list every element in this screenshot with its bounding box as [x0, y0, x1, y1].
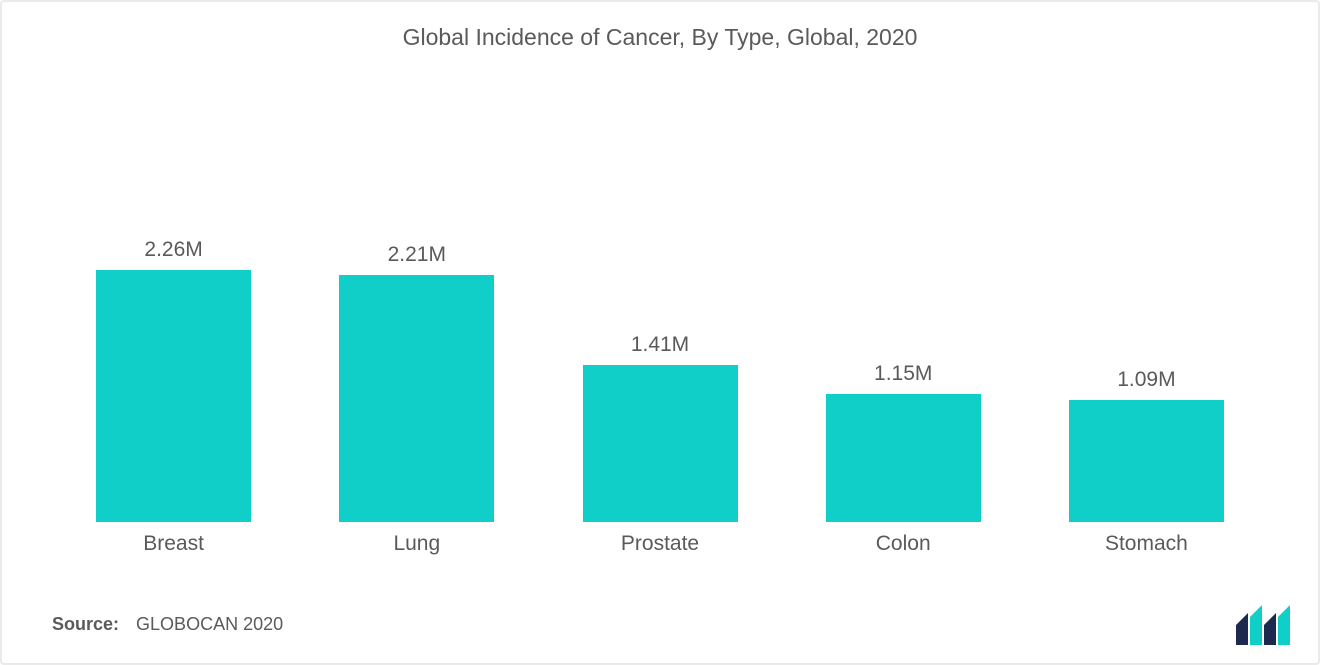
bar-value: 1.41M — [631, 333, 689, 357]
bar-slot-lung: 2.21M Lung — [295, 122, 538, 522]
source-line: Source: GLOBOCAN 2020 — [52, 614, 283, 635]
bar-value: 2.26M — [144, 238, 202, 262]
logo-stripes-icon — [1236, 605, 1290, 645]
source-label: Source: — [52, 614, 119, 634]
bar-slot-colon: 1.15M Colon — [782, 122, 1025, 522]
bar-value: 2.21M — [388, 243, 446, 267]
source-text: GLOBOCAN 2020 — [136, 614, 283, 634]
chart-title: Global Incidence of Cancer, By Type, Glo… — [2, 24, 1318, 51]
plot-area: 2.26M Breast 2.21M Lung 1.41M Prostate 1… — [52, 122, 1268, 522]
bar-rect — [96, 270, 251, 522]
brand-logo — [1236, 605, 1298, 645]
bar-rect — [826, 394, 981, 522]
bar-rect — [339, 275, 494, 522]
bar-label: Stomach — [1105, 532, 1188, 556]
bar-value: 1.09M — [1117, 368, 1175, 392]
bar-label: Breast — [143, 532, 204, 556]
bar-slot-prostate: 1.41M Prostate — [538, 122, 781, 522]
bar-label: Prostate — [621, 532, 699, 556]
bar-label: Colon — [876, 532, 931, 556]
bar-rect — [583, 365, 738, 522]
bar-label: Lung — [393, 532, 440, 556]
bar-slot-stomach: 1.09M Stomach — [1025, 122, 1268, 522]
chart-container: Global Incidence of Cancer, By Type, Glo… — [0, 0, 1320, 665]
bars-row: 2.26M Breast 2.21M Lung 1.41M Prostate 1… — [52, 122, 1268, 522]
bar-rect — [1069, 400, 1224, 522]
bar-slot-breast: 2.26M Breast — [52, 122, 295, 522]
bar-value: 1.15M — [874, 362, 932, 386]
